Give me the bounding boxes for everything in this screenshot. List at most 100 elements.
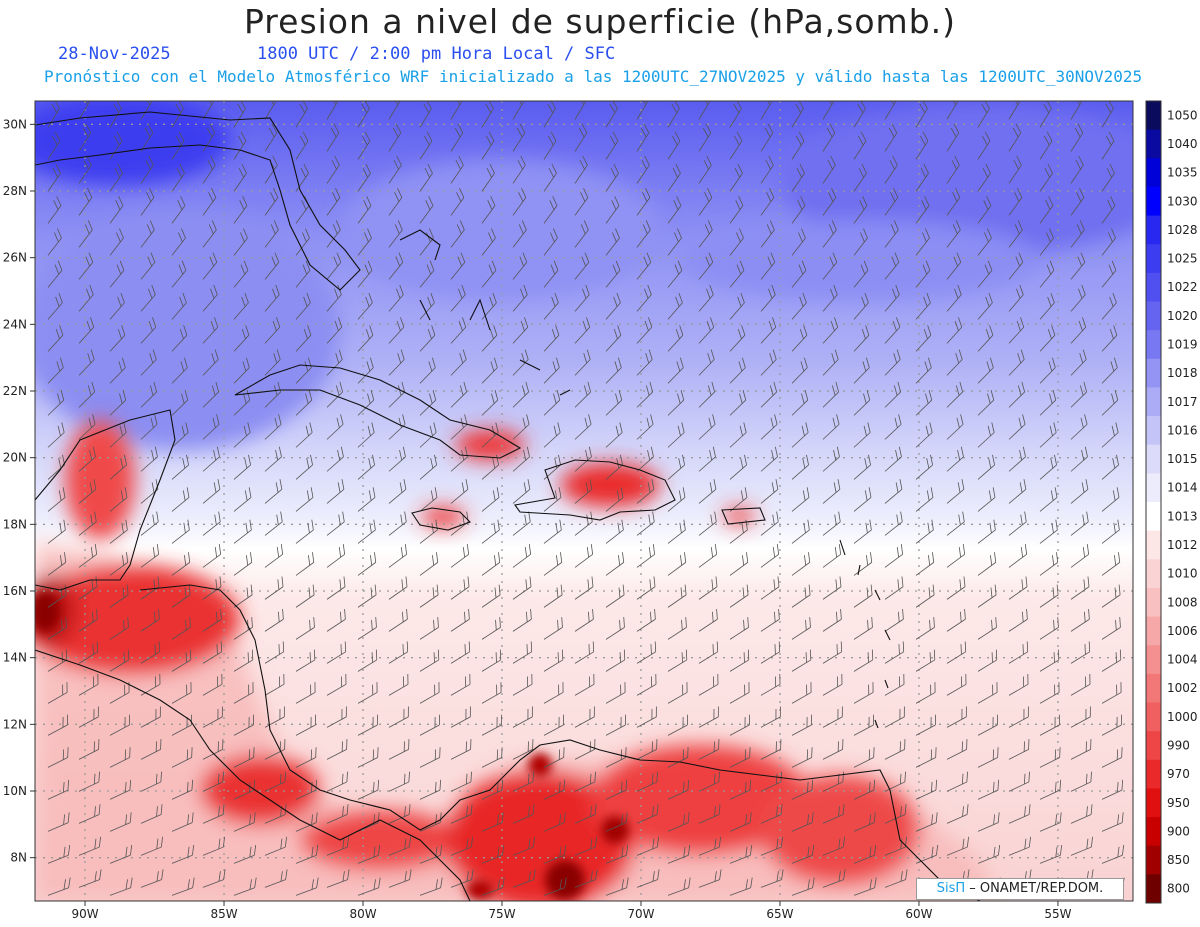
- wind-barb: [326, 414, 344, 440]
- wind-barb: [47, 747, 69, 768]
- wind-barb: [1008, 188, 1023, 216]
- wind-barb: [543, 844, 567, 864]
- wind-barb: [574, 414, 592, 440]
- wind-barb: [698, 155, 712, 184]
- wind-barb: [698, 188, 713, 216]
- wind-barb: [481, 292, 497, 320]
- wind-barb: [512, 155, 526, 184]
- credit-box: SisΠ – ONAMET/REP.DOM.: [916, 878, 1124, 900]
- wind-barb: [419, 292, 435, 320]
- wind-barb: [171, 584, 191, 608]
- wind-barb: [171, 649, 192, 672]
- wind-barb: [109, 292, 125, 320]
- wind-barb: [636, 479, 655, 504]
- wind-barb: [915, 260, 931, 288]
- wind-barb: [109, 487, 128, 512]
- wind-barb: [1070, 608, 1090, 632]
- colorbar-label: 1015: [1167, 452, 1198, 466]
- wind-barb: [667, 389, 685, 416]
- colorbar-label: 1006: [1167, 624, 1198, 638]
- wind-barb: [791, 389, 809, 416]
- wind-barb: [388, 511, 407, 536]
- wind-barb: [946, 479, 965, 504]
- wind-barb: [946, 252, 962, 280]
- colorbar-label: 950: [1167, 796, 1190, 810]
- wind-barb: [884, 674, 905, 696]
- wind-barb: [326, 641, 347, 664]
- wind-barb: [946, 771, 968, 792]
- wind-barb: [1070, 123, 1084, 152]
- wind-barb: [171, 617, 191, 640]
- wind-barb: [233, 228, 248, 256]
- wind-barb: [543, 260, 559, 288]
- wind-barb: [1008, 381, 1026, 408]
- wind-barb: [977, 747, 999, 768]
- wind-barb: [171, 422, 189, 448]
- bahamas: [399, 229, 571, 396]
- wind-barb: [667, 714, 688, 736]
- wind-barb: [667, 877, 691, 896]
- wind-barb: [109, 260, 125, 288]
- wind-barb: [574, 317, 591, 344]
- wind-barb: [233, 584, 253, 608]
- wind-barb: [636, 414, 654, 440]
- wind-barb: [264, 771, 286, 792]
- wind-barb: [543, 877, 567, 896]
- colorbar-swatch: [1146, 358, 1161, 388]
- wind-barb: [1008, 706, 1029, 728]
- wind-barb: [357, 844, 381, 864]
- map-border: [34, 100, 1134, 902]
- colorbar-label: 990: [1167, 738, 1190, 752]
- wind-barb: [605, 714, 626, 736]
- wind-barb: [1101, 454, 1119, 480]
- wind-barb: [543, 163, 557, 192]
- wind-barb: [977, 260, 993, 288]
- wind-barb: [1101, 292, 1117, 320]
- wind-barb: [357, 131, 371, 160]
- wind-barb: [78, 188, 93, 216]
- wind-barb: [853, 714, 874, 736]
- wind-barb: [791, 682, 812, 704]
- wind-barb: [202, 252, 218, 280]
- wind-barb: [1070, 739, 1092, 760]
- wind-barb: [1101, 682, 1122, 704]
- wind-barb: [977, 812, 1000, 832]
- wind-barb: [543, 325, 560, 352]
- wind-barb: [574, 511, 593, 536]
- wind-barb: [47, 131, 61, 160]
- wind-barb: [326, 544, 346, 568]
- wind-barb: [822, 381, 840, 408]
- wind-barb: [450, 155, 464, 184]
- wind-barb: [78, 220, 93, 248]
- colorbar-label: 850: [1167, 853, 1190, 867]
- wind-barb: [1070, 284, 1086, 312]
- wind-barb: [729, 325, 746, 352]
- wind-barb: [1070, 641, 1091, 664]
- wind-barb: [326, 381, 344, 408]
- wind-barb: [419, 196, 434, 224]
- colorbar-swatch: [1146, 616, 1161, 646]
- wind-barb: [915, 131, 929, 160]
- wind-barb: [915, 779, 938, 800]
- colorbar-label: 1022: [1167, 280, 1198, 294]
- wind-barb: [1008, 674, 1029, 696]
- wind-barb: [233, 389, 251, 416]
- wind-barb: [1101, 163, 1115, 192]
- wind-barb: [264, 220, 279, 248]
- wind-barb: [698, 544, 718, 568]
- colorbar-swatch: [1146, 158, 1161, 188]
- wind-barb: [977, 292, 993, 320]
- wind-barb: [450, 804, 473, 824]
- wind-barb: [109, 617, 129, 640]
- wind-barb: [698, 771, 720, 792]
- wind-barb: [574, 381, 592, 408]
- wind-barb: [791, 649, 812, 672]
- wind-barb: [450, 836, 473, 856]
- wind-barb: [698, 479, 717, 504]
- wind-barb: [791, 422, 809, 448]
- credit-org: – ONAMET/REP.DOM.: [969, 881, 1104, 896]
- wind-barb: [171, 714, 192, 736]
- wind-barb: [853, 519, 872, 544]
- wind-barb: [388, 414, 406, 440]
- wind-barb: [326, 123, 340, 152]
